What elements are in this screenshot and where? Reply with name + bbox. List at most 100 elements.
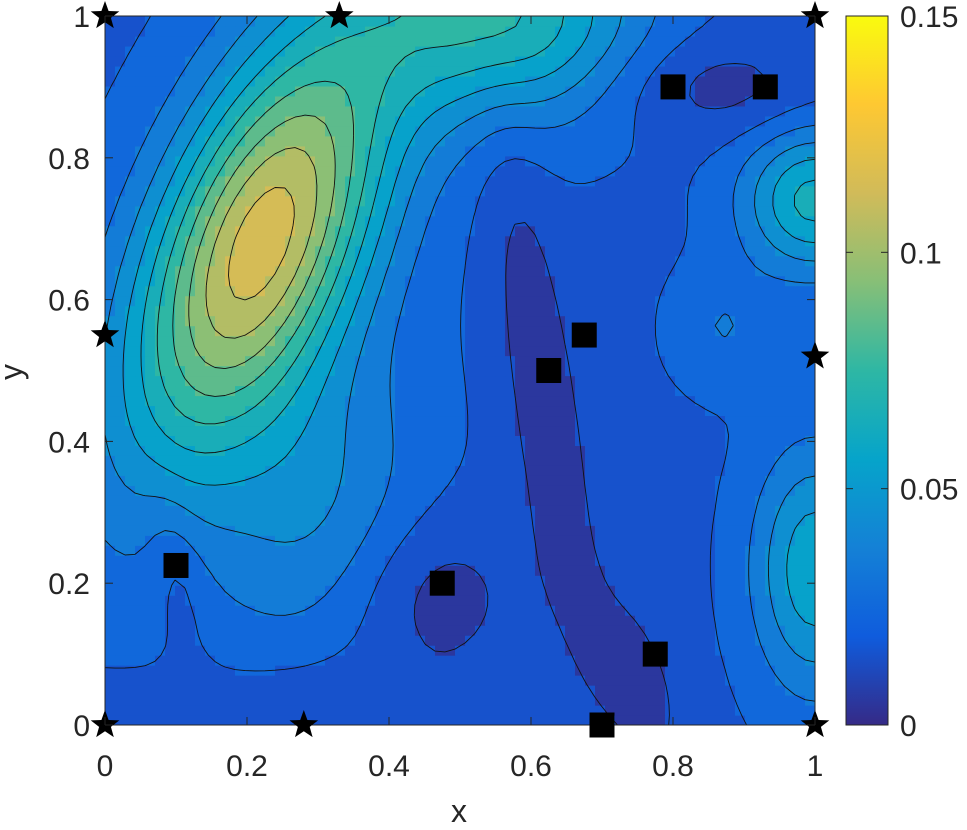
contour-cell <box>175 65 186 77</box>
contour-cell <box>375 185 386 197</box>
contour-cell <box>245 25 256 37</box>
contour-cell <box>705 225 716 237</box>
contour-cell <box>105 175 116 187</box>
contour-cell <box>525 345 536 357</box>
contour-cell <box>425 385 436 397</box>
contour-cell <box>495 385 506 397</box>
contour-cell <box>335 135 346 147</box>
contour-cell <box>395 115 406 127</box>
contour-cell <box>605 325 616 337</box>
contour-cell <box>105 545 116 556</box>
contour-cell <box>415 645 426 656</box>
contour-cell <box>155 485 166 496</box>
contour-cell <box>255 695 266 706</box>
contour-cell <box>155 425 166 437</box>
contour-cell <box>235 35 246 47</box>
contour-cell <box>805 515 815 526</box>
contour-cell <box>395 685 406 696</box>
contour-cell <box>335 525 346 536</box>
contour-cell <box>575 485 586 496</box>
contour-cell <box>165 675 176 686</box>
contour-cell <box>795 415 806 427</box>
contour-cell <box>325 355 336 367</box>
contour-cell <box>105 345 116 357</box>
contour-cell <box>115 495 126 506</box>
contour-cell <box>705 515 716 526</box>
contour-cell <box>625 145 636 157</box>
contour-cell <box>725 215 736 227</box>
contour-cell <box>435 125 446 137</box>
contour-cell <box>545 555 556 566</box>
contour-cell <box>505 435 516 446</box>
contour-cell <box>775 265 786 277</box>
contour-cell <box>745 45 756 57</box>
contour-cell <box>805 555 815 566</box>
contour-cell <box>315 415 326 427</box>
contour-cell <box>385 75 396 87</box>
contour-cell <box>785 645 796 656</box>
contour-cell <box>145 545 156 556</box>
contour-cell <box>615 385 626 397</box>
contour-cell <box>355 675 366 686</box>
contour-cell <box>245 585 256 596</box>
contour-cell <box>665 665 676 676</box>
contour-cell <box>695 185 706 197</box>
contour-cell <box>295 45 306 57</box>
contour-cell <box>515 45 526 57</box>
contour-cell <box>695 455 706 466</box>
contour-cell <box>395 345 406 357</box>
contour-cell <box>515 685 526 696</box>
contour-cell <box>465 685 476 696</box>
contour-cell <box>785 465 796 476</box>
contour-cell <box>255 115 266 127</box>
contour-cell <box>375 675 386 686</box>
contour-cell <box>425 55 436 67</box>
contour-cell <box>685 605 696 616</box>
contour-cell <box>635 625 646 636</box>
contour-cell <box>265 185 276 197</box>
contour-cell <box>205 195 216 207</box>
contour-cell <box>595 245 606 257</box>
contour-cell <box>285 195 296 207</box>
contour-cell <box>645 395 656 407</box>
contour-cell <box>205 145 216 157</box>
contour-cell <box>445 195 456 207</box>
contour-cell <box>345 185 356 197</box>
contour-cell <box>225 545 236 556</box>
contour-cell <box>595 75 606 87</box>
contour-cell <box>655 245 666 257</box>
contour-cell <box>455 365 466 377</box>
contour-cell <box>265 435 276 446</box>
contour-cell <box>495 605 506 616</box>
contour-cell <box>305 525 316 536</box>
contour-cell <box>325 325 336 337</box>
contour-cell <box>415 535 426 546</box>
contour-cell <box>595 635 606 646</box>
contour-cell <box>215 235 226 247</box>
contour-cell <box>685 405 696 417</box>
contour-cell <box>735 615 746 626</box>
contour-cell <box>505 185 516 197</box>
contour-cell <box>645 205 656 217</box>
contour-cell <box>475 155 486 167</box>
contour-cell <box>445 385 456 397</box>
contour-cell <box>765 665 776 676</box>
contour-cell <box>535 515 546 526</box>
contour-cell <box>705 715 716 725</box>
contour-cell <box>395 195 406 207</box>
contour-cell <box>725 505 736 516</box>
contour-cell <box>165 415 176 427</box>
contour-cell <box>545 165 556 177</box>
contour-cell <box>475 165 486 177</box>
contour-cell <box>665 35 676 47</box>
contour-cell <box>715 335 726 347</box>
contour-cell <box>205 125 216 137</box>
contour-cell <box>715 385 726 397</box>
contour-cell <box>115 85 126 97</box>
contour-cell <box>795 85 806 97</box>
contour-cell <box>305 445 316 456</box>
contour-cell <box>415 385 426 397</box>
contour-cell <box>755 265 766 277</box>
contour-cell <box>105 495 116 506</box>
contour-cell <box>635 75 646 87</box>
